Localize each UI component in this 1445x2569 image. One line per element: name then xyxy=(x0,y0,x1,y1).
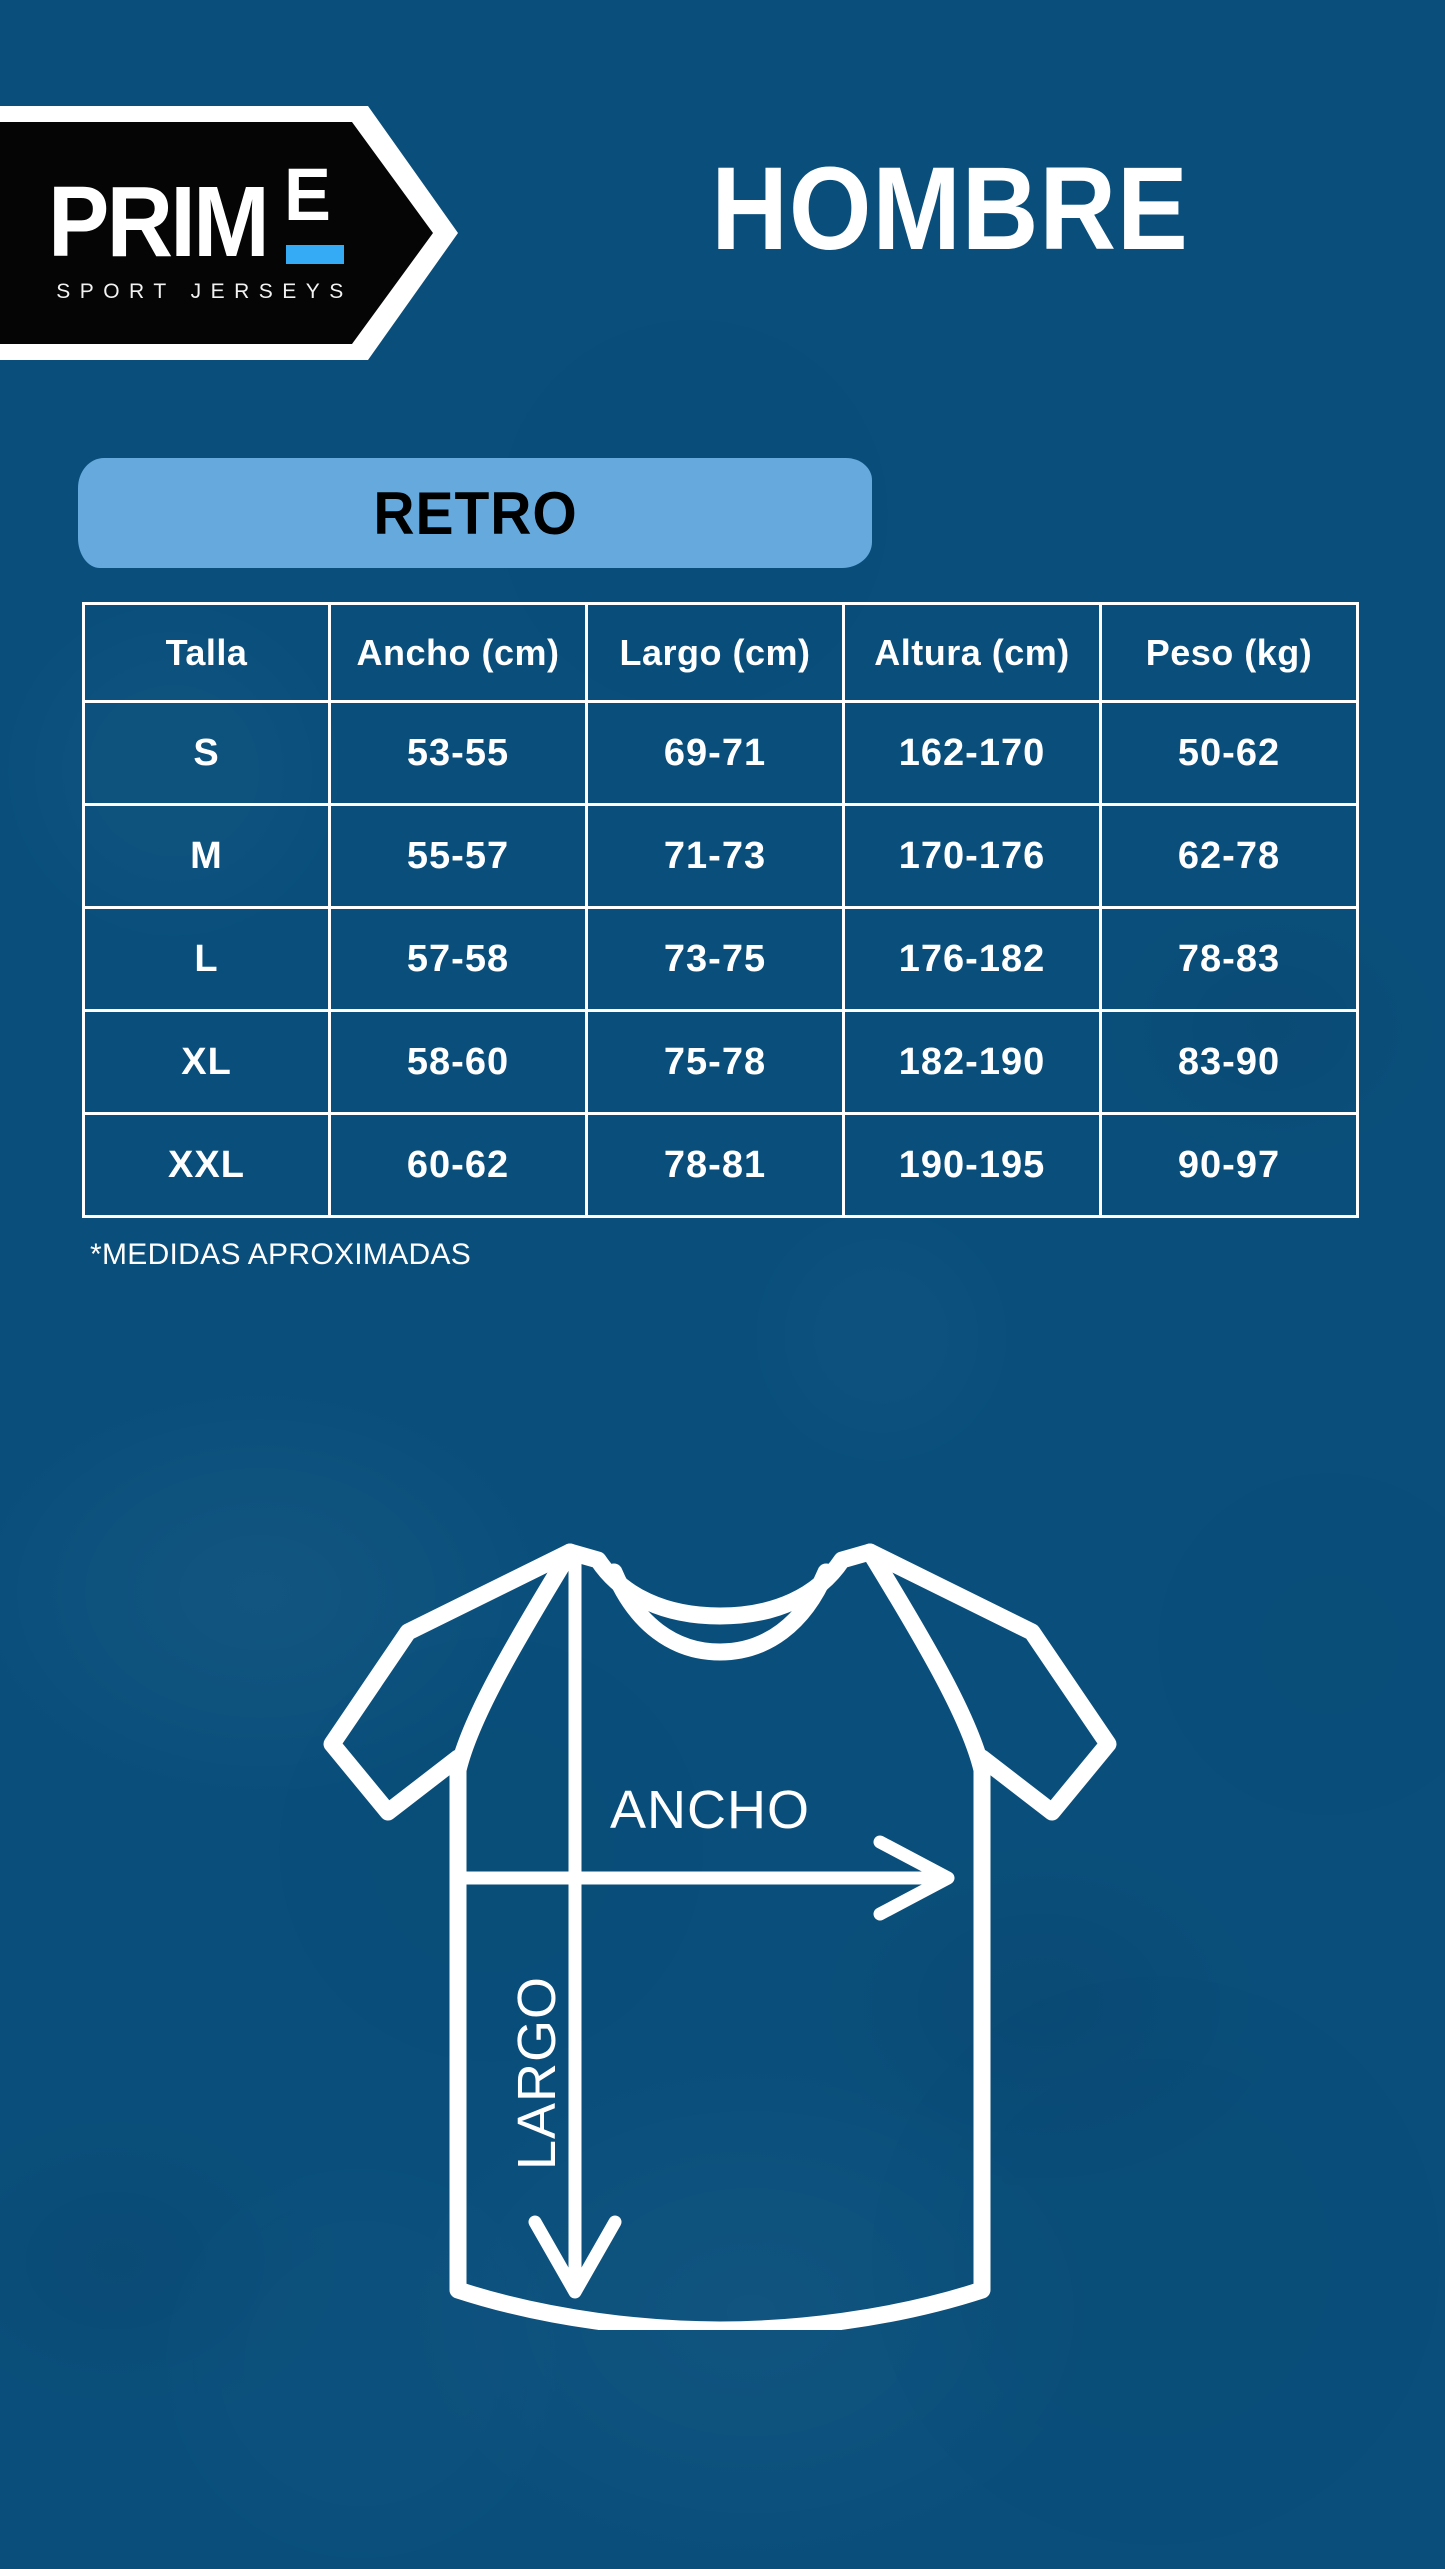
wordmark-accent-bar xyxy=(286,245,344,264)
col-header-talla: Talla xyxy=(82,602,331,703)
cell-altura: 182-190 xyxy=(842,1009,1102,1115)
category-banner-label: RETRO xyxy=(372,479,578,547)
cell-largo: 75-78 xyxy=(585,1009,845,1115)
page-title: HOMBRE xyxy=(711,143,1189,275)
table-row: XXL 60-62 78-81 190-195 90-97 xyxy=(82,1112,1359,1218)
cell-talla: L xyxy=(82,906,331,1012)
col-header-ancho: Ancho (cm) xyxy=(328,602,588,703)
cell-altura: 170-176 xyxy=(842,803,1102,909)
badge-fill-shape xyxy=(0,122,433,344)
size-table-head: Talla Ancho (cm) Largo (cm) Altura (cm) … xyxy=(82,602,1359,703)
col-header-largo: Largo (cm) xyxy=(585,602,845,703)
table-row: XL 58-60 75-78 182-190 83-90 xyxy=(82,1009,1359,1115)
size-table: Talla Ancho (cm) Largo (cm) Altura (cm) … xyxy=(82,602,1359,1218)
cell-ancho: 58-60 xyxy=(328,1009,588,1115)
cell-altura: 190-195 xyxy=(842,1112,1102,1218)
wordmark-accent-group: E xyxy=(280,158,352,266)
cell-ancho: 53-55 xyxy=(328,700,588,806)
cell-ancho: 57-58 xyxy=(328,906,588,1012)
largo-measure-arrow xyxy=(455,1871,622,2299)
cell-peso: 62-78 xyxy=(1099,803,1359,909)
cell-largo: 78-81 xyxy=(585,1112,845,1218)
cell-peso: 90-97 xyxy=(1099,1112,1359,1218)
cell-ancho: 55-57 xyxy=(328,803,588,909)
wordmark-accent-letter: E xyxy=(284,153,331,236)
wordmark-main-text: PRIM xyxy=(48,166,270,278)
tshirt-measurement-diagram: ANCHO LARGO xyxy=(270,1530,1170,2330)
footnote-text: *MEDIDAS APROXIMADAS xyxy=(90,1238,472,1271)
largo-label: LARGO xyxy=(507,1976,567,2170)
table-row: S 53-55 69-71 162-170 50-62 xyxy=(82,700,1359,806)
size-table-body: S 53-55 69-71 162-170 50-62 M 55-57 71-7… xyxy=(82,700,1359,1218)
cell-altura: 176-182 xyxy=(842,906,1102,1012)
cell-largo: 69-71 xyxy=(585,700,845,806)
cell-altura: 162-170 xyxy=(842,700,1102,806)
table-row: M 55-57 71-73 170-176 62-78 xyxy=(82,803,1359,909)
brand-tagline: SPORT JERSEYS xyxy=(56,280,353,303)
brand-wordmark: PRIM E xyxy=(48,158,352,278)
col-header-peso: Peso (kg) xyxy=(1099,602,1359,703)
table-row: L 57-58 73-75 176-182 78-83 xyxy=(82,906,1359,1012)
cell-talla: M xyxy=(82,803,331,909)
cell-peso: 78-83 xyxy=(1099,906,1359,1012)
cell-talla: XXL xyxy=(82,1112,331,1218)
cell-peso: 50-62 xyxy=(1099,700,1359,806)
cell-ancho: 60-62 xyxy=(328,1112,588,1218)
cell-largo: 73-75 xyxy=(585,906,845,1012)
ancho-label: ANCHO xyxy=(610,1780,810,1840)
table-header-row: Talla Ancho (cm) Largo (cm) Altura (cm) … xyxy=(82,602,1359,703)
cell-talla: S xyxy=(82,700,331,806)
brand-logo-badge: PRIM E SPORT JERSEYS xyxy=(0,106,458,360)
cell-peso: 83-90 xyxy=(1099,1009,1359,1115)
col-header-altura: Altura (cm) xyxy=(842,602,1102,703)
tshirt-outline-icon xyxy=(323,1543,1117,2330)
category-banner: RETRO xyxy=(78,458,872,568)
cell-talla: XL xyxy=(82,1009,331,1115)
cell-largo: 71-73 xyxy=(585,803,845,909)
logo-content: PRIM E SPORT JERSEYS xyxy=(0,106,400,360)
